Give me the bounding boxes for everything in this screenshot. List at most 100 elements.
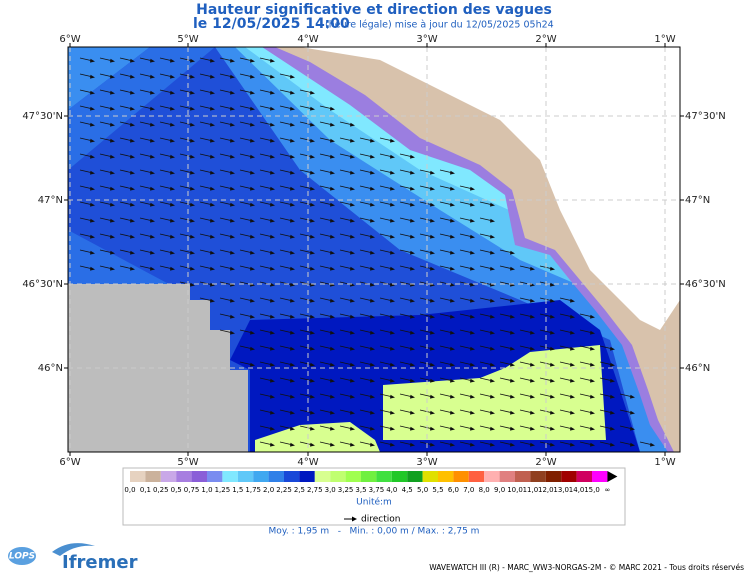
- scale-label: 1,0: [201, 486, 212, 494]
- wave-arrow-head: [230, 234, 235, 239]
- wave-arrow-head: [210, 106, 215, 111]
- wave-arrow-head: [170, 250, 175, 255]
- graticule: [68, 47, 680, 452]
- wave-arrow-head: [310, 186, 315, 191]
- wave-arrow-head: [190, 74, 195, 79]
- wave-arrow-head: [250, 58, 255, 63]
- wave-arrow-head: [470, 426, 475, 431]
- wave-arrow-head: [410, 234, 415, 239]
- wave-arrow-head: [370, 282, 375, 287]
- scale-label: 2,25: [276, 486, 292, 494]
- wave-arrow-head: [230, 58, 235, 63]
- wave-arrow-head: [190, 218, 195, 223]
- wave-arrow-head: [370, 202, 375, 207]
- wave-arrow-head: [370, 154, 375, 159]
- wave-arrow-head: [550, 442, 555, 447]
- wave-arrow-head: [290, 346, 295, 351]
- scale-label: 8,0: [479, 486, 490, 494]
- wave-arrow-head: [310, 442, 315, 447]
- wave-arrow-head: [630, 410, 635, 415]
- wave-arrow-head: [410, 218, 415, 223]
- wave-arrow-head: [110, 234, 115, 239]
- wave-arrow-head: [390, 410, 395, 415]
- wave-arrow-head: [90, 154, 95, 159]
- wave-arrow-head: [270, 394, 275, 399]
- wave-arrow-head: [510, 410, 515, 415]
- unit: Unité:m: [356, 497, 392, 508]
- wave-arrow-head: [290, 426, 295, 431]
- wave-arrow-head: [190, 58, 195, 63]
- wave-arrow-head: [490, 394, 495, 399]
- scale-cell: [561, 471, 577, 482]
- wave-arrow-head: [110, 58, 115, 63]
- band-high: [255, 422, 380, 452]
- lat-label: 46°30'N: [22, 279, 63, 290]
- wave-arrow-head: [490, 314, 495, 319]
- scale-label: 10,0: [507, 486, 523, 494]
- wave-arrow-head: [390, 282, 395, 287]
- wave-arrow-head: [390, 346, 395, 351]
- wave-arrow-head: [170, 90, 175, 95]
- wave-arrow-head: [110, 170, 115, 175]
- wave-arrow-head: [210, 138, 215, 143]
- wave-arrow-head: [430, 426, 435, 431]
- wave-arrow-head: [470, 330, 475, 335]
- wave-arrow-head: [190, 90, 195, 95]
- wave-arrow-head: [250, 330, 255, 335]
- wave-arrow-head: [290, 234, 295, 239]
- wave-arrow-head: [530, 330, 535, 335]
- scale-end: [607, 471, 618, 482]
- scale-cell: [222, 471, 238, 482]
- wave-arrow-head: [270, 314, 275, 319]
- wave-arrow-head: [410, 442, 415, 447]
- lon-label: 5°W: [177, 457, 198, 468]
- direction-arrow-head: [352, 516, 357, 522]
- lat-label: 47°30'N: [22, 111, 63, 122]
- wave-arrow-head: [410, 426, 415, 431]
- lon-label: 3°W: [416, 457, 437, 468]
- scale-cell: [499, 471, 515, 482]
- wave-arrow-head: [150, 234, 155, 239]
- wave-arrow-head: [150, 218, 155, 223]
- wave-arrow-head: [390, 298, 395, 303]
- wave-arrow-head: [190, 250, 195, 255]
- band: [215, 47, 680, 452]
- wave-arrow-head: [110, 138, 115, 143]
- wave-arrow-head: [290, 106, 295, 111]
- wave-arrow-head: [570, 410, 575, 415]
- wave-arrow-head: [130, 122, 135, 127]
- wave-arrow-head: [530, 410, 535, 415]
- wave-arrow-head: [370, 218, 375, 223]
- scale-label: 2,75: [307, 486, 323, 494]
- wave-arrow-head: [310, 378, 315, 383]
- wave-arrow-head: [90, 202, 95, 207]
- wave-arrow-head: [610, 442, 615, 447]
- wave-arrow-head: [370, 250, 375, 255]
- scale-label: 0,75: [184, 486, 200, 494]
- wave-arrow-head: [170, 234, 175, 239]
- wave-arrow-head: [610, 410, 615, 415]
- wave-arrow-head: [610, 346, 615, 351]
- wave-arrow-head: [450, 426, 455, 431]
- wave-arrow-head: [510, 314, 515, 319]
- wave-arrow-head: [430, 250, 435, 255]
- scale-label: 5,5: [432, 486, 443, 494]
- wave-arrow-head: [150, 122, 155, 127]
- wave-arrow-head: [410, 266, 415, 271]
- scale-cell: [330, 471, 346, 482]
- scale-cell: [345, 471, 361, 482]
- scale-label: 3,5: [355, 486, 366, 494]
- wave-arrow-head: [270, 346, 275, 351]
- wave-arrow-head: [350, 442, 355, 447]
- wave-arrow-head: [130, 218, 135, 223]
- wave-arrow-head: [390, 234, 395, 239]
- wave-arrow-head: [470, 346, 475, 351]
- wave-arrow-head: [250, 266, 255, 271]
- scale-label: 0,1: [140, 486, 151, 494]
- lon-label: 5°W: [177, 34, 198, 45]
- wave-arrow-head: [250, 314, 255, 319]
- wave-arrow-head: [370, 234, 375, 239]
- wave-arrow-head: [270, 90, 275, 95]
- wave-arrow-head: [450, 378, 455, 383]
- wave-arrow-head: [350, 362, 355, 367]
